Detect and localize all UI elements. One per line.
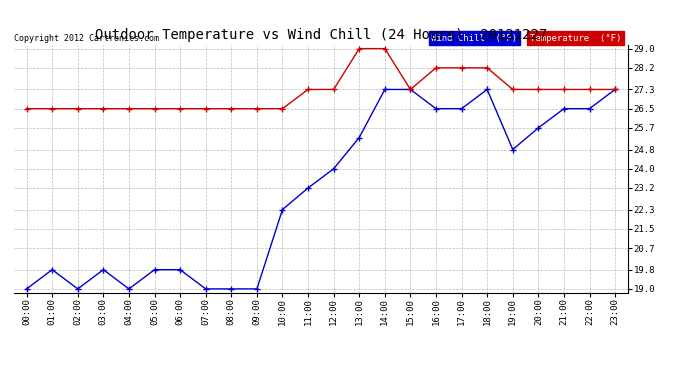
Text: Temperature  (°F): Temperature (°F) — [530, 33, 621, 42]
Title: Outdoor Temperature vs Wind Chill (24 Hours)  20121227: Outdoor Temperature vs Wind Chill (24 Ho… — [95, 28, 547, 42]
Text: Copyright 2012 Cartronics.com: Copyright 2012 Cartronics.com — [14, 33, 159, 42]
Text: Wind Chill  (°F): Wind Chill (°F) — [431, 33, 518, 42]
